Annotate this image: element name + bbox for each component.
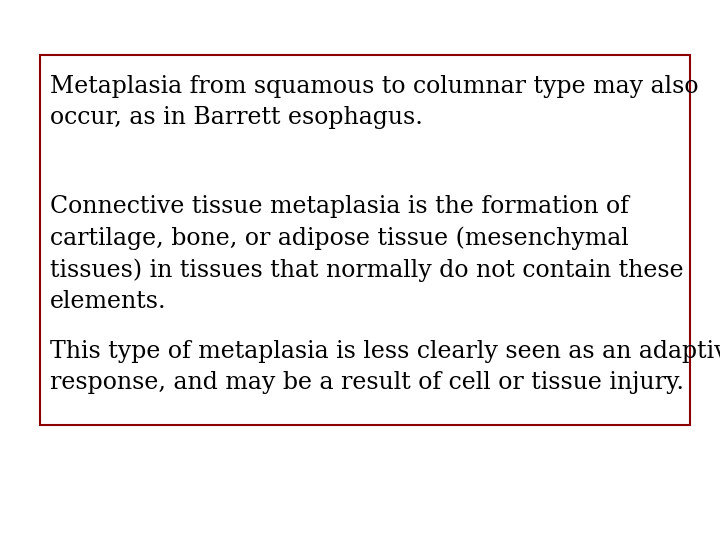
Text: Metaplasia from squamous to columnar type may also
occur, as in Barrett esophagu: Metaplasia from squamous to columnar typ… <box>50 75 698 129</box>
FancyBboxPatch shape <box>40 55 690 425</box>
Text: Connective tissue metaplasia is the formation of
cartilage, bone, or adipose tis: Connective tissue metaplasia is the form… <box>50 195 683 313</box>
Text: This type of metaplasia is less clearly seen as an adaptive
response, and may be: This type of metaplasia is less clearly … <box>50 340 720 394</box>
